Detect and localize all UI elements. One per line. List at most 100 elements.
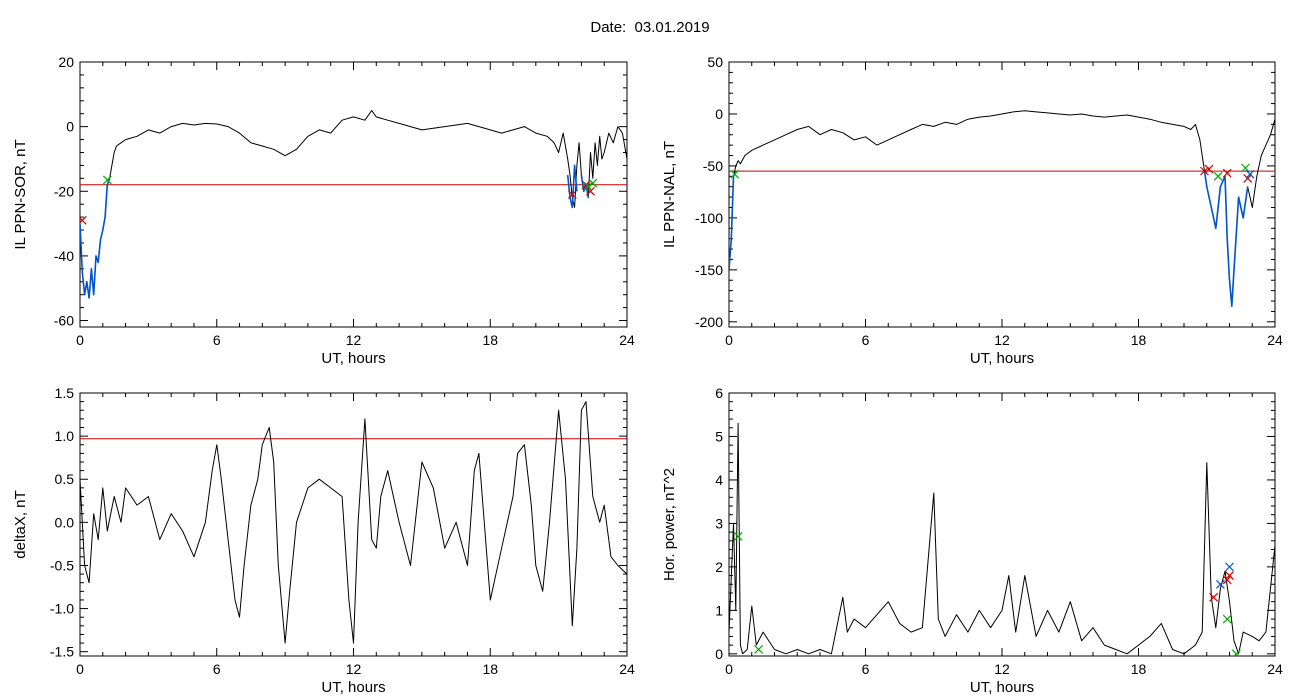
x-tick-label: 24	[619, 661, 635, 677]
y-tick-label: -20	[54, 183, 74, 199]
event-marker-stroke	[588, 178, 598, 188]
event-marker	[1231, 649, 1241, 656]
x-tick-label: 6	[862, 661, 870, 677]
event-marker-stroke	[1204, 164, 1214, 174]
highlight-series-line	[80, 178, 111, 299]
event-marker	[567, 190, 577, 199]
x-axis-label: UT, hours	[321, 350, 385, 367]
event-marker	[1222, 575, 1232, 585]
highlight-series-line	[580, 174, 590, 198]
event-marker	[1222, 614, 1232, 624]
event-marker-stroke	[1225, 562, 1234, 572]
event-marker-stroke	[1233, 649, 1241, 656]
x-axis-label: UT, hours	[970, 350, 1034, 367]
event-marker-stroke	[730, 169, 740, 179]
plot-frame	[728, 61, 1276, 328]
y-tick-label: 6	[715, 385, 723, 401]
y-tick-label: -60	[54, 313, 74, 329]
event-marker	[1225, 571, 1234, 581]
event-marker-stroke	[1213, 171, 1223, 181]
x-tick-label: 0	[76, 661, 84, 677]
y-tick-label: 1.5	[55, 385, 75, 401]
y-tick-label: 0.0	[55, 514, 75, 530]
data-series-line	[80, 110, 627, 299]
data-series-line	[729, 110, 1275, 307]
x-tick-label: 12	[346, 661, 362, 677]
y-tick-label: -40	[54, 248, 74, 264]
event-marker	[588, 178, 598, 188]
chart-panel-3: 0 6 12 18 24 -1.5 -1.0 -0.5 0.0 0.5 1.0 1.5 UT, hour…	[12, 385, 635, 696]
figure-title: Date: 03.01.2019	[590, 19, 710, 36]
x-tick-label: 24	[1267, 332, 1283, 348]
event-marker-stroke	[1241, 163, 1250, 173]
event-marker-stroke	[1243, 173, 1253, 183]
event-marker	[730, 169, 740, 179]
x-tick-label: 0	[725, 332, 733, 348]
y-tick-label: -150	[695, 262, 723, 278]
event-marker	[733, 532, 743, 541]
y-tick-label: 50	[707, 54, 723, 70]
y-tick-label: -100	[695, 210, 723, 226]
x-tick-label: 18	[1131, 661, 1147, 677]
event-marker-stroke	[586, 186, 595, 196]
x-tick-label: 6	[213, 661, 221, 677]
x-tick-label: 0	[76, 332, 84, 348]
event-marker	[583, 181, 593, 191]
event-marker	[1204, 164, 1214, 174]
event-marker-stroke	[1222, 168, 1232, 178]
chart-panel-1: 0 6 12 18 24 -60 -40 -20 0 20 UT, hours IL PPN-SOR,…	[12, 54, 635, 367]
event-marker	[1215, 579, 1225, 589]
x-tick-label: 12	[346, 332, 362, 348]
highlight-series-line	[566, 164, 578, 209]
x-axis-label: UT, hours	[970, 679, 1034, 696]
plot-frame	[79, 61, 628, 328]
y-tick-label: 0	[715, 646, 723, 662]
y-tick-label: 5	[715, 428, 723, 444]
plot-area	[80, 110, 627, 299]
x-tick-label: 18	[482, 661, 498, 677]
x-tick-label: 24	[1267, 661, 1283, 677]
y-tick-label: 4	[715, 472, 723, 488]
event-marker-stroke	[1215, 579, 1225, 589]
plot-area	[729, 110, 1275, 308]
event-marker	[1209, 592, 1218, 602]
event-marker-stroke	[583, 181, 593, 191]
x-tick-label: 6	[862, 332, 870, 348]
event-marker	[1245, 169, 1255, 179]
event-marker-stroke	[1222, 614, 1232, 624]
y-tick-label: 20	[58, 54, 74, 70]
event-marker-stroke	[1225, 571, 1234, 581]
y-tick-label: 0	[715, 106, 723, 122]
event-marker	[102, 175, 112, 185]
event-marker	[1225, 562, 1234, 572]
y-tick-label: 1.0	[55, 428, 75, 444]
event-marker-stroke	[1209, 592, 1218, 602]
y-axis-label: Hor. power, nT^2	[661, 468, 678, 581]
event-marker-stroke	[567, 190, 577, 199]
plot-area	[729, 422, 1275, 656]
plot-frame	[728, 392, 1276, 657]
y-tick-label: -0.5	[50, 557, 74, 573]
x-tick-label: 18	[482, 332, 498, 348]
event-marker-stroke	[733, 532, 743, 541]
y-tick-label: 2	[715, 559, 723, 575]
y-tick-label: 0.5	[55, 471, 75, 487]
y-tick-label: 0	[66, 119, 74, 135]
x-axis-label: UT, hours	[321, 679, 385, 696]
y-axis-label: IL PPN-SOR, nT	[12, 139, 29, 249]
x-tick-label: 12	[994, 332, 1010, 348]
y-tick-label: -1.5	[50, 644, 74, 660]
y-tick-label: -50	[703, 158, 723, 174]
event-marker	[80, 215, 87, 225]
event-marker	[754, 645, 763, 654]
plot-area	[80, 401, 627, 644]
y-axis-label: IL PPN-NAL, nT	[661, 141, 678, 248]
event-marker	[1241, 163, 1250, 173]
event-marker-stroke	[1222, 575, 1232, 585]
event-marker-stroke	[102, 175, 112, 185]
highlight-series-line	[729, 170, 737, 270]
y-tick-label: -1.0	[50, 601, 74, 617]
